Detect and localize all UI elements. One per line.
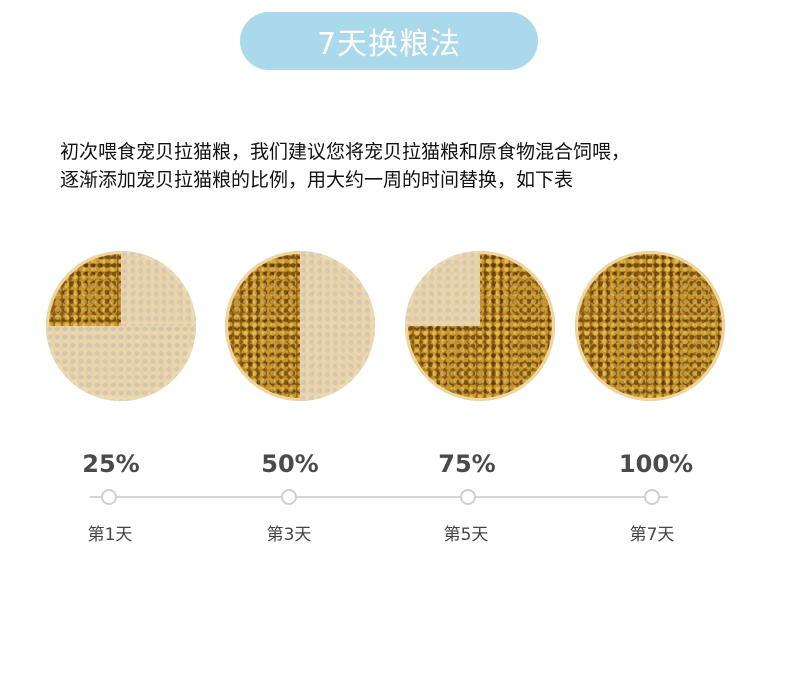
day-label: 第5天: [443, 525, 489, 545]
title-banner: 7天换粮法: [240, 12, 538, 70]
food-bowl-day3: [225, 251, 375, 401]
old-food-region: [300, 251, 375, 401]
intro-text: 初次喂食宠贝拉猫粮，我们建议您将宠贝拉猫粮和原食物混合饲喂， 逐渐添加宠贝拉猫粮…: [60, 138, 630, 194]
timeline-dot: [281, 489, 297, 505]
food-bowl-day1: [46, 251, 196, 401]
timeline-dot: [460, 489, 476, 505]
percent-label: 50%: [261, 450, 319, 478]
percent-label: 75%: [438, 450, 496, 478]
timeline-line: [90, 496, 668, 498]
old-food-region: [405, 251, 480, 326]
old-food-region: [46, 326, 196, 401]
old-food-region: [121, 251, 196, 326]
food-bowl-day5: [405, 251, 555, 401]
day-label: 第3天: [266, 525, 312, 545]
day-label: 第7天: [629, 525, 675, 545]
percent-label: 100%: [618, 450, 694, 478]
timeline-dot: [644, 489, 660, 505]
intro-line-2: 逐渐添加宠贝拉猫粮的比例，用大约一周的时间替换，如下表: [60, 169, 574, 191]
intro-line-1: 初次喂食宠贝拉猫粮，我们建议您将宠贝拉猫粮和原食物混合饲喂，: [60, 141, 631, 163]
day-label: 第1天: [87, 525, 133, 545]
percent-label: 25%: [82, 450, 140, 478]
timeline-dot: [101, 489, 117, 505]
food-bowl-day7: [575, 251, 725, 401]
